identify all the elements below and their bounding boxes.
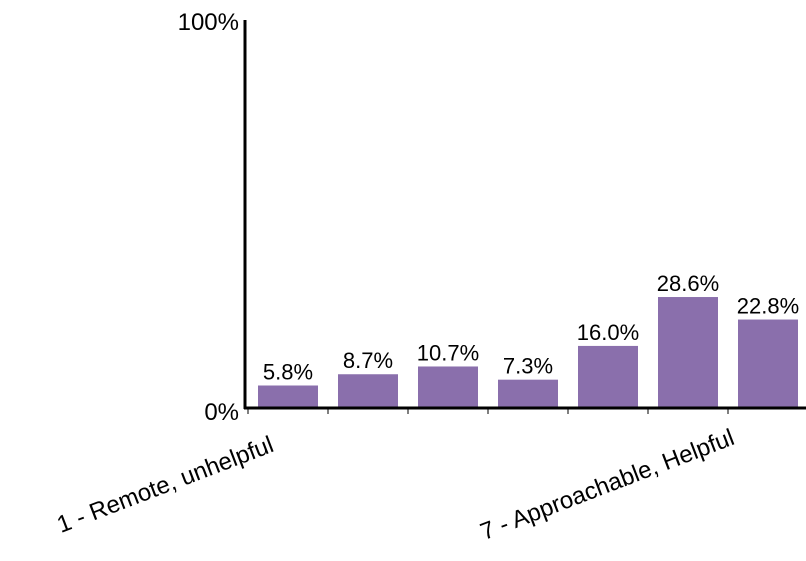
bar-6 [658, 297, 718, 408]
bar-4 [498, 379, 558, 408]
x-ticks-group [247, 408, 729, 414]
data-label-2: 8.7% [343, 348, 393, 373]
y-tick-label-max: 100% [178, 9, 239, 36]
x-category-label-first: 1 - Remote, unhelpful [53, 431, 277, 538]
data-label-1: 5.8% [263, 359, 313, 384]
bar-5 [578, 345, 638, 408]
x-category-label-last: 7 - Approachable, Helpful [477, 424, 738, 546]
bar-3 [418, 366, 478, 408]
data-labels-group: 5.8% 8.7% 10.7% 7.3% 16.0% 28.6% 22.8% [263, 271, 799, 384]
bar-2 [338, 374, 398, 408]
bar-7 [738, 319, 798, 408]
data-label-3: 10.7% [417, 340, 479, 365]
y-tick-label-min: 0% [204, 399, 239, 426]
data-label-4: 7.3% [503, 354, 553, 379]
data-label-6: 28.6% [657, 271, 719, 296]
data-label-5: 16.0% [577, 320, 639, 345]
data-label-7: 22.8% [737, 294, 799, 319]
bars-group [258, 297, 798, 408]
bar-1 [258, 385, 318, 408]
